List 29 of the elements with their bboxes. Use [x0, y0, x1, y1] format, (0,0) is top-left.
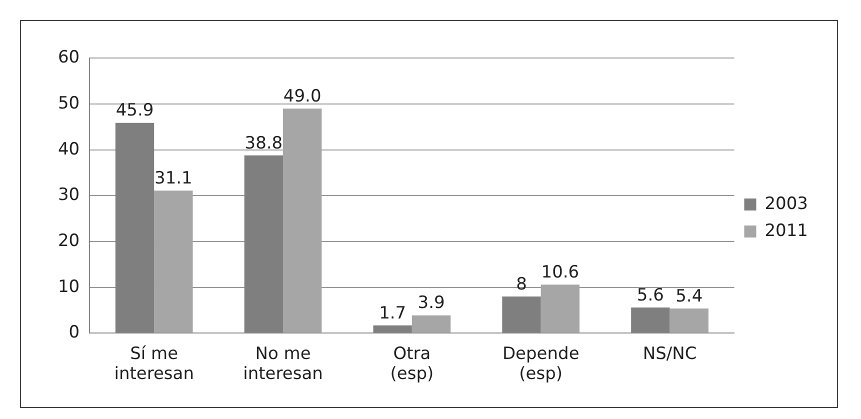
x-tick-label: No me interesan	[243, 344, 323, 384]
y-tick-label: 10	[58, 276, 80, 297]
legend-label: 2003	[764, 194, 808, 214]
data-label: 31.1	[154, 168, 192, 189]
data-label: 49.0	[283, 86, 322, 107]
data-label: 5.4	[676, 286, 703, 306]
y-tick-label: 0	[68, 322, 80, 343]
bar	[540, 284, 580, 333]
x-tick-label: Otra (esp)	[390, 344, 434, 384]
legend-label: 2011	[764, 220, 808, 241]
bar	[283, 108, 322, 333]
data-label: 5.6	[636, 285, 664, 306]
data-label: 3.9	[418, 293, 445, 314]
bar	[154, 190, 193, 333]
data-label: 10.6	[541, 262, 580, 283]
x-tick-label: Depende (esp)	[502, 344, 580, 384]
data-label: 45.9	[116, 100, 154, 121]
data-label: 8	[516, 274, 527, 294]
y-tick-label: 60	[58, 48, 80, 68]
y-tick-label: 50	[58, 93, 80, 114]
y-tick-label: 30	[58, 185, 80, 206]
x-tick-label: Sí me interesan	[114, 344, 194, 384]
bar	[412, 315, 451, 333]
x-tick-label: NS/NC	[642, 344, 697, 364]
y-tick-label: 20	[58, 230, 80, 251]
data-label: 38.8	[244, 133, 283, 154]
data-label: 1.7	[379, 303, 406, 324]
bar	[670, 308, 708, 333]
y-tick-label: 40	[58, 139, 80, 160]
